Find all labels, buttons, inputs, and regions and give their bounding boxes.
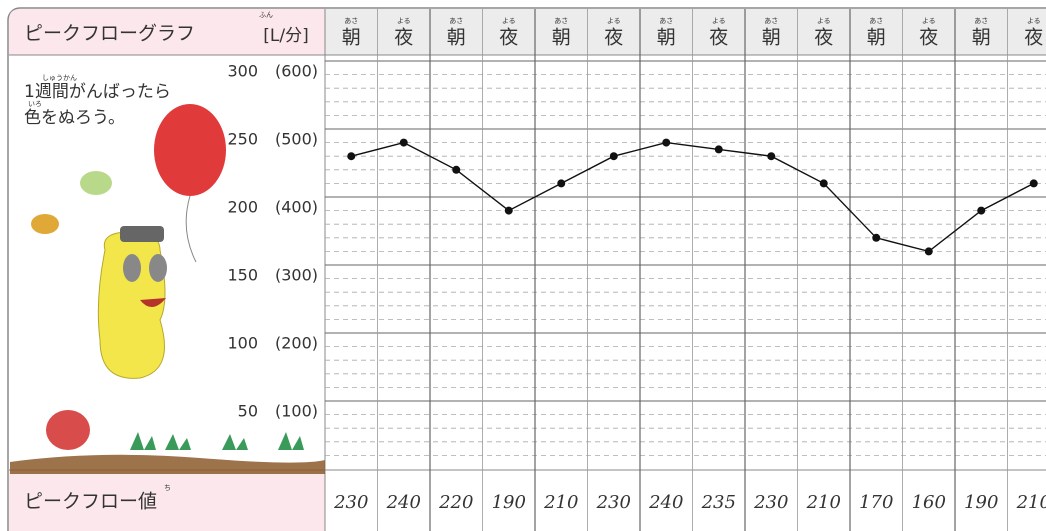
y2-tick-label: (100) bbox=[275, 402, 318, 421]
category-ruby: よる bbox=[922, 17, 936, 25]
value-label: 235 bbox=[701, 492, 736, 513]
point bbox=[820, 179, 828, 187]
value-label: 220 bbox=[438, 492, 473, 513]
category-ruby: あさ bbox=[974, 17, 988, 25]
value-label: 210 bbox=[543, 492, 578, 513]
x-tick-label: 朝 bbox=[342, 27, 361, 49]
note: 1週間がんばったら bbox=[24, 82, 171, 102]
x-tick-label: 朝 bbox=[867, 27, 886, 49]
category-ruby: よる bbox=[607, 17, 621, 25]
category-ruby: あさ bbox=[554, 17, 568, 25]
point bbox=[662, 139, 670, 147]
y-tick-label: 200 bbox=[227, 198, 258, 217]
y2-tick-label: (300) bbox=[275, 266, 318, 285]
x-tick-label: 夜 bbox=[919, 27, 938, 49]
category-ruby: よる bbox=[817, 17, 831, 25]
x-tick-label: 朝 bbox=[447, 27, 466, 49]
y-tick-label: 50 bbox=[238, 402, 258, 421]
point bbox=[400, 139, 408, 147]
x-tick-label: 朝 bbox=[972, 27, 991, 49]
chart: ピークフローグラフ ふん [L/分] しゅうかん 1週間がんばったら いろ 色を… bbox=[0, 0, 1046, 531]
value-row-ruby: ち bbox=[164, 484, 171, 492]
value-label: 230 bbox=[596, 492, 631, 513]
y-tick-label: 100 bbox=[227, 334, 258, 353]
point bbox=[925, 247, 933, 255]
unit: [L/分] bbox=[263, 26, 308, 46]
x-tick-label: 夜 bbox=[709, 27, 728, 49]
category-ruby: よる bbox=[1027, 17, 1041, 25]
point bbox=[452, 166, 460, 174]
value-label: 190 bbox=[492, 492, 526, 513]
x-tick-label: 夜 bbox=[604, 27, 623, 49]
y-tick-label: 300 bbox=[227, 62, 258, 81]
note: 色をぬろう。 bbox=[24, 108, 125, 128]
x-tick-label: 夜 bbox=[1024, 27, 1043, 49]
chart-title: ピークフローグラフ bbox=[24, 23, 195, 45]
point bbox=[977, 207, 985, 215]
point bbox=[610, 152, 618, 160]
value-label: 210 bbox=[1016, 492, 1046, 513]
y2-tick-label: (200) bbox=[275, 334, 318, 353]
category-ruby: あさ bbox=[344, 17, 358, 25]
y2-tick-label: (500) bbox=[275, 130, 318, 149]
x-tick-label: 夜 bbox=[499, 27, 518, 49]
value-label: 230 bbox=[333, 492, 368, 513]
x-tick-label: 朝 bbox=[762, 27, 781, 49]
value-label: 190 bbox=[964, 492, 998, 513]
unit-ruby: ふん bbox=[259, 11, 273, 19]
point bbox=[557, 179, 565, 187]
x-tick-label: 夜 bbox=[814, 27, 833, 49]
y2-tick-label: (400) bbox=[275, 198, 318, 217]
category-ruby: あさ bbox=[869, 17, 883, 25]
note-ruby: しゅうかん bbox=[42, 74, 77, 82]
category-ruby: よる bbox=[397, 17, 411, 25]
point bbox=[872, 234, 880, 242]
category-ruby: あさ bbox=[764, 17, 778, 25]
y-tick-label: 250 bbox=[227, 130, 258, 149]
value-label: 210 bbox=[806, 492, 841, 513]
x-tick-label: 朝 bbox=[657, 27, 676, 49]
point bbox=[347, 152, 355, 160]
note-ruby: いろ bbox=[28, 100, 42, 108]
category-ruby: よる bbox=[502, 17, 516, 25]
category-ruby: あさ bbox=[449, 17, 463, 25]
category-ruby: よる bbox=[712, 17, 726, 25]
point bbox=[715, 145, 723, 153]
y-tick-label: 150 bbox=[227, 266, 258, 285]
point bbox=[767, 152, 775, 160]
value-label: 240 bbox=[386, 492, 421, 513]
point bbox=[505, 207, 513, 215]
value-label: 230 bbox=[753, 492, 788, 513]
y2-tick-label: (600) bbox=[275, 62, 318, 81]
value-row-label: ピークフロー値 bbox=[24, 491, 157, 513]
category-ruby: あさ bbox=[659, 17, 673, 25]
value-label: 170 bbox=[859, 492, 893, 513]
value-label: 240 bbox=[648, 492, 683, 513]
point bbox=[1030, 179, 1038, 187]
x-tick-label: 朝 bbox=[552, 27, 571, 49]
value-label: 160 bbox=[912, 492, 946, 513]
x-tick-label: 夜 bbox=[394, 27, 413, 49]
